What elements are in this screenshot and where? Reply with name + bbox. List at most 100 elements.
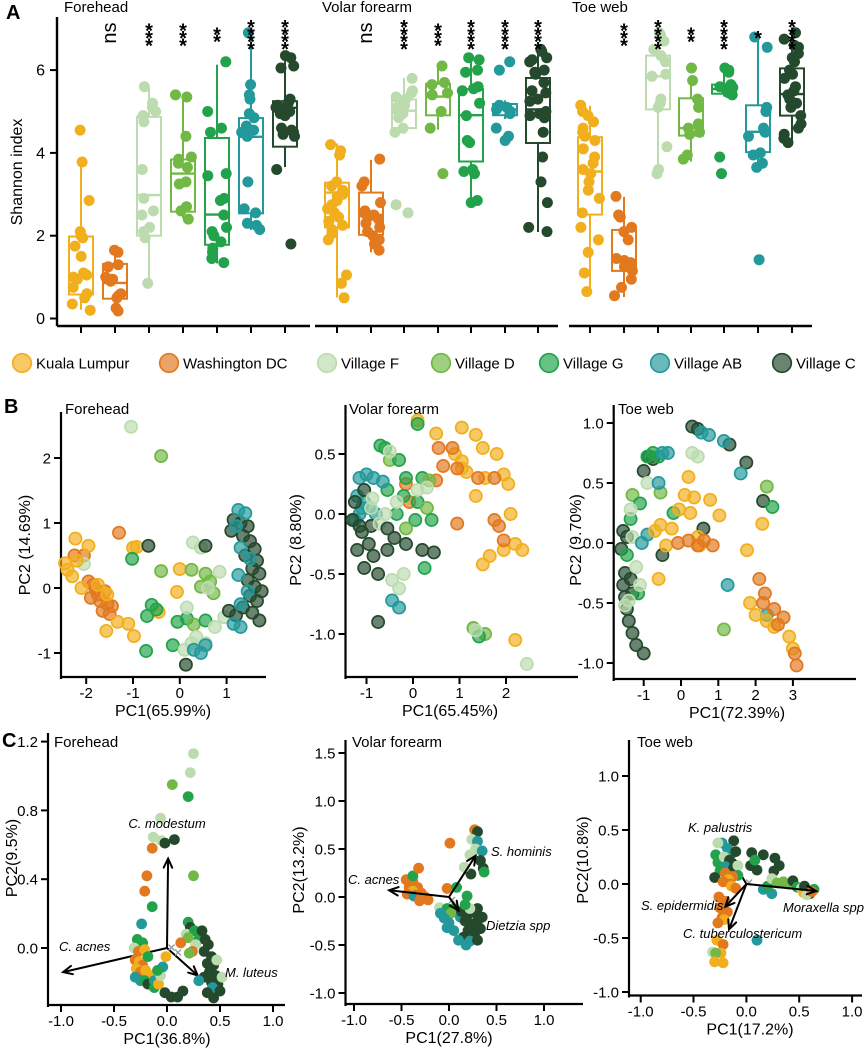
svg-text:*: *	[179, 21, 187, 43]
svg-text:*: *	[247, 39, 255, 61]
svg-text:*: *	[720, 32, 728, 54]
svg-text:*: *	[145, 28, 153, 50]
svg-text:-0.5: -0.5	[310, 567, 336, 584]
svg-text:1.0: 1.0	[598, 769, 619, 786]
svg-text:0.5: 0.5	[583, 476, 604, 493]
svg-text:-1: -1	[38, 646, 51, 663]
svg-text:PC1(72.39%): PC1(72.39%)	[689, 705, 785, 722]
svg-text:1: 1	[455, 685, 463, 702]
svg-text:Village G: Village G	[563, 356, 624, 373]
svg-text:*: *	[788, 17, 796, 39]
svg-text:*: *	[654, 39, 662, 61]
svg-text:Village D: Village D	[455, 356, 515, 373]
svg-text:PC1(36.8%): PC1(36.8%)	[123, 1031, 210, 1048]
svg-text:*: *	[213, 24, 221, 46]
svg-text:C. acnes: C. acnes	[348, 872, 400, 887]
svg-text:PC1(65.45%): PC1(65.45%)	[402, 703, 498, 720]
svg-text:*: *	[501, 17, 509, 39]
svg-text:Washington DC: Washington DC	[183, 356, 288, 373]
svg-text:0: 0	[176, 685, 184, 702]
svg-text:-0.5: -0.5	[389, 1012, 415, 1029]
svg-text:*: *	[179, 35, 187, 57]
svg-text:1.0: 1.0	[263, 1013, 284, 1030]
svg-text:*: *	[687, 32, 695, 54]
svg-text:*: *	[620, 35, 628, 57]
svg-text:0: 0	[409, 685, 417, 702]
svg-text:PC2(9.5%): PC2(9.5%)	[4, 819, 21, 897]
svg-text:Moraxella spp: Moraxella spp	[783, 900, 864, 915]
svg-text:C: C	[2, 730, 16, 752]
svg-text:0: 0	[677, 687, 685, 704]
svg-text:*: *	[654, 24, 662, 46]
svg-text:0.4: 0.4	[17, 872, 38, 889]
svg-text:*: *	[467, 32, 475, 54]
svg-text:*: *	[534, 24, 542, 46]
svg-text:Forehead: Forehead	[64, 0, 128, 16]
svg-text:*: *	[400, 32, 408, 54]
svg-text:-2: -2	[80, 685, 93, 702]
svg-text:0.5: 0.5	[789, 1004, 810, 1021]
svg-text:*: *	[400, 39, 408, 61]
svg-text:PC1(65.99%): PC1(65.99%)	[115, 703, 211, 720]
svg-text:Village F: Village F	[341, 356, 399, 373]
svg-text:*: *	[247, 17, 255, 39]
svg-text:Toe web: Toe web	[637, 734, 693, 751]
svg-text:0.0: 0.0	[17, 941, 38, 958]
svg-text:Village AB: Village AB	[674, 356, 742, 373]
svg-text:2: 2	[502, 685, 510, 702]
svg-text:*: *	[400, 17, 408, 39]
svg-text:0.5: 0.5	[486, 1012, 507, 1029]
svg-text:-0.5: -0.5	[310, 938, 336, 955]
svg-text:4: 4	[36, 145, 45, 162]
svg-text:1.0: 1.0	[534, 1012, 555, 1029]
svg-text:0.0: 0.0	[157, 1013, 178, 1030]
svg-text:*: *	[145, 35, 153, 57]
svg-text:*: *	[213, 32, 221, 54]
svg-text:*: *	[534, 39, 542, 61]
svg-text:K. palustris: K. palustris	[688, 820, 753, 835]
svg-text:M. luteus: M. luteus	[225, 965, 278, 980]
svg-text:1: 1	[43, 516, 51, 533]
svg-text:C. modestum: C. modestum	[128, 816, 205, 831]
svg-text:1: 1	[222, 685, 230, 702]
svg-text:0.5: 0.5	[210, 1013, 231, 1030]
svg-text:1.2: 1.2	[17, 734, 38, 751]
svg-text:*: *	[788, 39, 796, 61]
svg-text:*: *	[247, 24, 255, 46]
svg-text:1.0: 1.0	[315, 794, 336, 811]
svg-text:*: *	[754, 28, 762, 50]
svg-text:*: *	[400, 24, 408, 46]
svg-text:B: B	[4, 396, 18, 418]
svg-text:-0.5: -0.5	[578, 596, 604, 613]
svg-text:-1.0: -1.0	[48, 1013, 74, 1030]
svg-text:PC2 (14.69%): PC2 (14.69%)	[17, 495, 34, 596]
svg-text:-0.5: -0.5	[101, 1013, 127, 1030]
svg-text:0.8: 0.8	[17, 803, 38, 820]
svg-text:-1.0: -1.0	[341, 1012, 367, 1029]
svg-text:Volar forearm: Volar forearm	[322, 0, 412, 16]
svg-text:PC1(17.2%): PC1(17.2%)	[706, 1022, 793, 1039]
svg-text:0.0: 0.0	[598, 877, 619, 894]
svg-text:Toe web: Toe web	[618, 401, 674, 418]
svg-text:*: *	[654, 17, 662, 39]
svg-text:*: *	[534, 17, 542, 39]
svg-text:ns: ns	[355, 22, 377, 43]
svg-text:2: 2	[36, 228, 45, 245]
svg-text:1: 1	[714, 687, 722, 704]
svg-text:PC1(27.8%): PC1(27.8%)	[405, 1030, 492, 1047]
svg-text:-1.0: -1.0	[628, 1004, 654, 1021]
svg-text:*: *	[281, 32, 289, 54]
svg-text:*: *	[654, 32, 662, 54]
svg-text:-0.5: -0.5	[681, 1004, 707, 1021]
svg-text:Shannon index: Shannon index	[9, 119, 26, 226]
svg-text:PC2(13.2%): PC2(13.2%)	[291, 826, 308, 913]
svg-text:1.0: 1.0	[583, 416, 604, 433]
svg-text:PC2 (9.70%): PC2 (9.70%)	[568, 494, 585, 586]
svg-text:Kuala Lumpur: Kuala Lumpur	[36, 356, 129, 373]
svg-text:3: 3	[789, 687, 797, 704]
svg-text:0.5: 0.5	[315, 447, 336, 464]
svg-text:0.0: 0.0	[736, 1004, 757, 1021]
svg-text:*: *	[620, 28, 628, 50]
svg-text:2: 2	[751, 687, 759, 704]
svg-text:*: *	[720, 24, 728, 46]
